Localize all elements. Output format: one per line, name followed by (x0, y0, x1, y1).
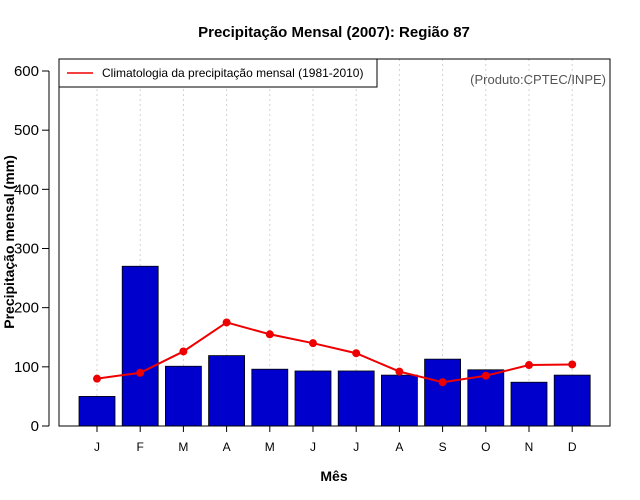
climatology-point (265, 330, 274, 339)
x-tick-label: S (439, 440, 447, 454)
bar (510, 381, 548, 427)
climatology-line (96, 321, 573, 384)
bar-series (78, 265, 591, 427)
x-axis-label: Mês (320, 468, 347, 484)
bar (380, 374, 418, 427)
x-tick-label: J (353, 440, 359, 454)
chart-title: Precipitação Mensal (2007): Região 87 (198, 24, 470, 41)
bar (164, 365, 202, 427)
x-tick-label: M (265, 440, 275, 454)
climatology-point (352, 349, 361, 358)
y-tick-label: 600 (14, 63, 39, 80)
climatology-point (481, 371, 490, 380)
y-axis-label: Precipitação mensal (mm) (1, 155, 17, 329)
x-tick-label: M (178, 440, 188, 454)
x-tick-label: J (310, 440, 316, 454)
x-tick-label: O (481, 440, 490, 454)
credit-annotation: (Produto:CPTEC/INPE) (470, 72, 606, 87)
bar (294, 370, 332, 427)
bar (78, 396, 116, 427)
climatology-point (93, 374, 101, 383)
climatology-point (568, 360, 577, 369)
y-tick-label: 200 (14, 300, 39, 317)
bar (553, 374, 591, 427)
bar (251, 368, 289, 427)
y-tick-label: 400 (14, 181, 39, 198)
y-axis: 0 100 200 300 400 500 600 (14, 63, 50, 435)
climatology-point (395, 367, 404, 376)
x-tick-label: D (568, 440, 577, 454)
x-tick-label: J (94, 440, 100, 454)
x-tick-label: A (395, 440, 403, 454)
bar (424, 358, 462, 427)
y-tick-label: 0 (31, 418, 39, 435)
bar (208, 355, 246, 427)
legend: Climatologia da precipitação mensal (198… (58, 58, 378, 88)
bar (337, 370, 375, 427)
climatology-point (438, 378, 447, 387)
x-tick-label: N (525, 440, 534, 454)
y-tick-label: 100 (14, 359, 39, 376)
bar (121, 265, 159, 427)
legend-entry: Climatologia da precipitação mensal (198… (102, 66, 363, 80)
climatology-point (525, 361, 533, 370)
climatology-point (179, 347, 188, 356)
y-tick-label: 300 (14, 241, 39, 258)
climatology-point (222, 318, 231, 327)
legend-box (58, 58, 378, 88)
x-tick-label: F (137, 440, 144, 454)
y-tick-label: 500 (14, 122, 39, 139)
climatology-series (93, 318, 577, 387)
climatology-point (136, 368, 145, 377)
climatology-point (309, 339, 317, 348)
x-tick-label: A (223, 440, 231, 454)
